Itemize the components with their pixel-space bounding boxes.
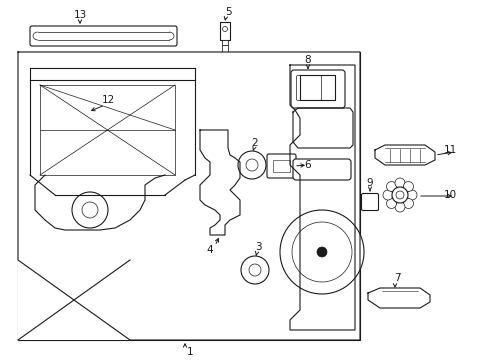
Circle shape xyxy=(82,202,98,218)
Circle shape xyxy=(394,202,404,212)
Bar xyxy=(18,52,359,340)
FancyBboxPatch shape xyxy=(266,154,295,178)
Circle shape xyxy=(406,190,416,200)
FancyBboxPatch shape xyxy=(30,26,177,46)
Bar xyxy=(220,22,229,40)
Circle shape xyxy=(241,256,268,284)
Circle shape xyxy=(238,151,265,179)
Bar xyxy=(222,45,227,53)
Text: 3: 3 xyxy=(254,242,261,252)
Circle shape xyxy=(316,247,326,257)
Circle shape xyxy=(382,190,392,200)
Circle shape xyxy=(386,181,396,192)
FancyBboxPatch shape xyxy=(292,159,350,180)
Circle shape xyxy=(291,222,351,282)
Circle shape xyxy=(403,181,413,192)
FancyBboxPatch shape xyxy=(301,77,319,98)
Circle shape xyxy=(394,178,404,188)
Circle shape xyxy=(245,159,258,171)
Text: 9: 9 xyxy=(366,178,372,188)
Circle shape xyxy=(248,264,261,276)
Text: 7: 7 xyxy=(393,273,400,283)
Text: 4: 4 xyxy=(206,245,213,255)
Text: 5: 5 xyxy=(224,7,231,17)
Circle shape xyxy=(72,192,108,228)
Text: 12: 12 xyxy=(101,95,114,105)
Text: 6: 6 xyxy=(304,160,311,170)
Circle shape xyxy=(280,210,363,294)
Circle shape xyxy=(222,27,227,31)
Text: 11: 11 xyxy=(443,145,456,155)
Circle shape xyxy=(391,187,407,203)
FancyBboxPatch shape xyxy=(296,76,321,100)
Text: 13: 13 xyxy=(73,10,86,20)
Circle shape xyxy=(386,198,396,208)
Text: 8: 8 xyxy=(304,55,311,65)
Bar xyxy=(272,160,289,172)
FancyBboxPatch shape xyxy=(290,70,345,108)
FancyBboxPatch shape xyxy=(361,194,378,211)
Bar xyxy=(222,40,227,45)
Circle shape xyxy=(395,191,403,199)
Bar xyxy=(18,52,359,340)
Text: 1: 1 xyxy=(186,347,193,357)
Text: 10: 10 xyxy=(443,190,456,200)
Circle shape xyxy=(403,198,413,208)
Text: 2: 2 xyxy=(251,138,258,148)
